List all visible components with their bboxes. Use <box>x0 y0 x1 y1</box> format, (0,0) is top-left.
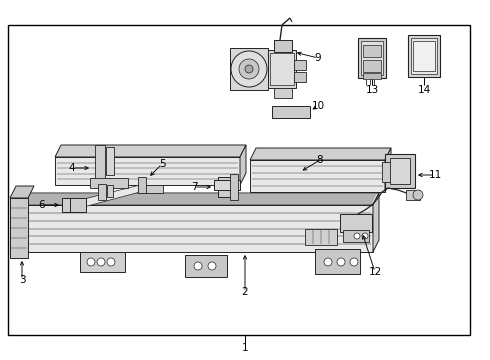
Circle shape <box>245 65 253 73</box>
Text: 8: 8 <box>317 155 323 165</box>
Polygon shape <box>250 148 391 160</box>
Bar <box>413 41 435 71</box>
Text: 4: 4 <box>69 163 75 173</box>
Circle shape <box>324 258 332 266</box>
Circle shape <box>107 258 115 266</box>
Text: 7: 7 <box>191 182 197 192</box>
Polygon shape <box>250 160 385 192</box>
Bar <box>340 214 372 232</box>
Bar <box>363 73 381 79</box>
Polygon shape <box>18 193 379 205</box>
Bar <box>80 252 125 272</box>
Polygon shape <box>373 193 379 252</box>
Bar <box>343 230 369 242</box>
Circle shape <box>413 190 423 200</box>
Circle shape <box>337 258 345 266</box>
Bar <box>363 60 381 72</box>
Circle shape <box>239 59 259 79</box>
Circle shape <box>354 233 360 239</box>
Bar <box>294 60 306 70</box>
Bar <box>390 158 410 184</box>
Bar <box>408 35 440 77</box>
Polygon shape <box>240 145 246 185</box>
Bar <box>106 147 114 175</box>
Bar <box>90 178 128 188</box>
Bar <box>274 40 292 52</box>
Polygon shape <box>18 205 373 252</box>
Bar <box>8 25 470 335</box>
Text: 9: 9 <box>315 53 321 63</box>
Bar <box>138 177 146 193</box>
Circle shape <box>362 233 368 239</box>
Bar <box>68 198 86 212</box>
Circle shape <box>350 258 358 266</box>
Circle shape <box>87 258 95 266</box>
Circle shape <box>208 262 216 270</box>
Text: 11: 11 <box>428 170 441 180</box>
Text: 14: 14 <box>417 85 431 95</box>
Text: 5: 5 <box>159 159 165 169</box>
Bar <box>185 255 227 277</box>
Polygon shape <box>55 157 240 185</box>
Bar <box>62 198 70 212</box>
Bar <box>230 48 268 90</box>
Bar <box>358 38 386 78</box>
Text: 6: 6 <box>39 200 45 210</box>
Bar <box>274 88 292 98</box>
Bar <box>363 45 381 57</box>
Circle shape <box>231 51 267 87</box>
Polygon shape <box>80 185 140 208</box>
Text: 10: 10 <box>312 101 324 111</box>
Bar <box>406 190 420 200</box>
Text: 12: 12 <box>368 267 382 277</box>
Bar <box>382 162 392 182</box>
Bar <box>218 177 236 197</box>
Bar <box>214 180 240 190</box>
Text: 2: 2 <box>242 287 248 297</box>
Bar <box>270 53 294 85</box>
Bar <box>107 185 113 197</box>
Text: 13: 13 <box>366 85 379 95</box>
Polygon shape <box>10 186 34 198</box>
Bar <box>230 174 238 200</box>
Bar <box>294 72 306 82</box>
Bar <box>411 38 437 74</box>
Bar <box>272 106 310 118</box>
Bar <box>385 154 415 188</box>
Polygon shape <box>10 198 28 258</box>
Bar <box>95 145 105 185</box>
Circle shape <box>97 258 105 266</box>
Bar <box>361 41 383 75</box>
Circle shape <box>194 262 202 270</box>
Text: 3: 3 <box>19 275 25 285</box>
Bar <box>305 229 337 245</box>
Text: 1: 1 <box>242 343 248 353</box>
Bar <box>268 50 296 88</box>
Bar <box>98 184 106 200</box>
Polygon shape <box>385 148 391 192</box>
Polygon shape <box>55 145 246 157</box>
Bar <box>315 249 360 274</box>
Bar <box>138 185 163 193</box>
